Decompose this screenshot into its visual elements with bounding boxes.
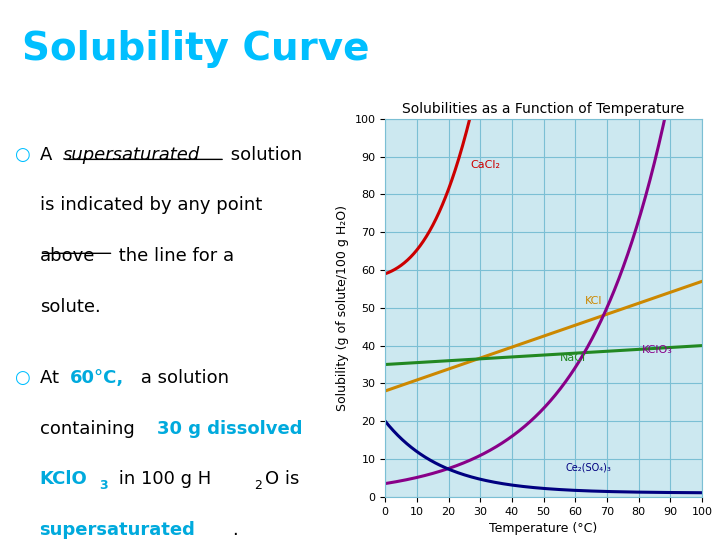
Text: in 100 g H: in 100 g H xyxy=(114,470,212,488)
Text: 30 g dissolved: 30 g dissolved xyxy=(157,420,302,438)
Title: Solubilities as a Function of Temperature: Solubilities as a Function of Temperatur… xyxy=(402,102,685,116)
Text: KClO₃: KClO₃ xyxy=(642,345,672,355)
Text: ○: ○ xyxy=(14,146,30,164)
Text: NaCl: NaCl xyxy=(559,353,585,363)
Text: supersaturated: supersaturated xyxy=(63,146,200,164)
Text: .: . xyxy=(232,521,238,539)
Text: 3: 3 xyxy=(99,480,107,492)
Text: Ce₂(SO₄)₃: Ce₂(SO₄)₃ xyxy=(566,462,612,472)
Text: Solubility Curve: Solubility Curve xyxy=(22,30,369,68)
Text: a solution: a solution xyxy=(135,369,229,387)
Text: O is: O is xyxy=(265,470,299,488)
Text: the line for a: the line for a xyxy=(114,247,235,265)
Text: supersaturated: supersaturated xyxy=(40,521,195,539)
Text: KClO: KClO xyxy=(40,470,87,488)
Text: 60°C,: 60°C, xyxy=(70,369,125,387)
Text: containing: containing xyxy=(40,420,140,438)
X-axis label: Temperature (°C): Temperature (°C) xyxy=(490,522,598,535)
Text: solution: solution xyxy=(225,146,302,164)
Text: At: At xyxy=(40,369,64,387)
Text: CaCl₂: CaCl₂ xyxy=(471,160,500,170)
Text: is indicated by any point: is indicated by any point xyxy=(40,197,262,214)
Y-axis label: Solubility (g of solute/100 g H₂O): Solubility (g of solute/100 g H₂O) xyxy=(336,205,349,411)
Text: A: A xyxy=(40,146,58,164)
Text: 2: 2 xyxy=(254,480,261,492)
Text: ○: ○ xyxy=(14,369,30,387)
Text: above: above xyxy=(40,247,95,265)
Text: solute.: solute. xyxy=(40,298,100,315)
Text: KCl: KCl xyxy=(585,296,603,306)
